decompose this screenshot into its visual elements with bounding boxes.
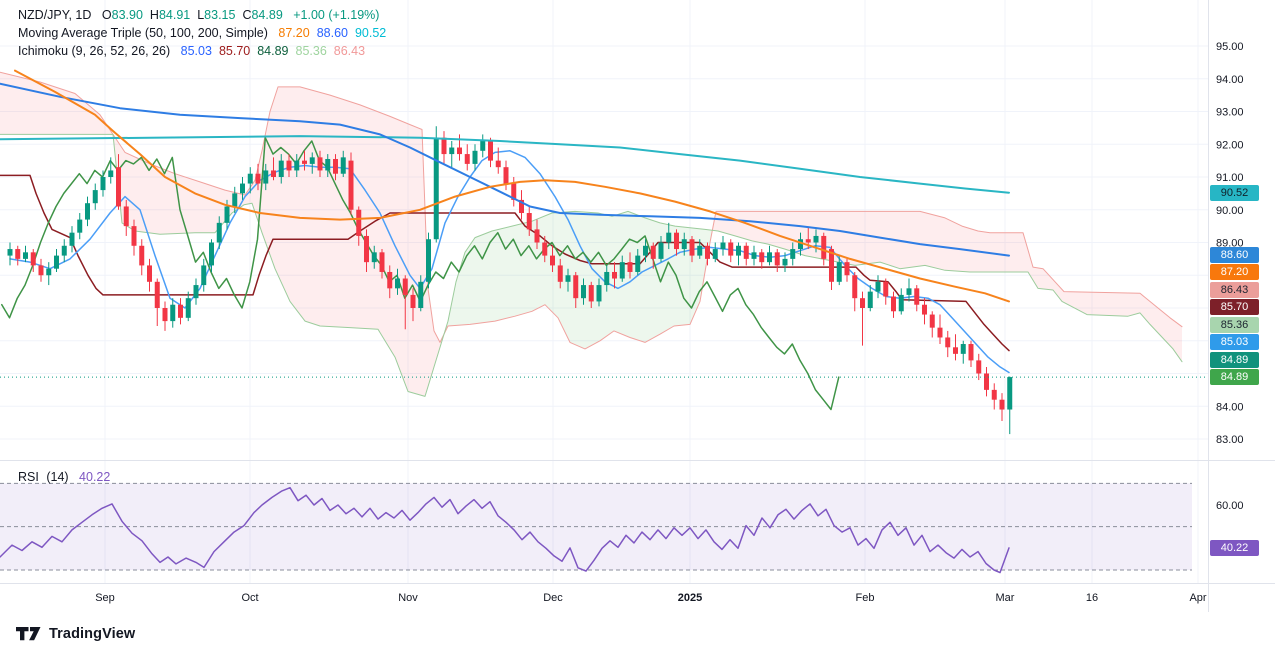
candlesticks [7, 126, 1013, 435]
ichimoku-tenkan [9, 150, 1010, 374]
ichimoku-values-2: 84.89 [257, 44, 289, 58]
ohlc-C: C84.89 [242, 8, 283, 22]
price-tick-95.00: 95.00 [1216, 41, 1244, 53]
pane-separators[interactable] [0, 0, 1275, 612]
ohlc-H: H84.91 [149, 8, 191, 22]
rsi-title: RSI [18, 470, 39, 484]
time-label-Apr: Apr [1189, 592, 1206, 604]
ichimoku-kijun [0, 174, 1010, 352]
ohlc-values: O83.90 H84.91 L83.15 C84.89 [95, 8, 283, 22]
price-label-ma-50: 87.20 [1210, 264, 1259, 281]
change-value: +1.00 (+1.19%) [293, 8, 380, 22]
price-label-current-price: 84.89 [1210, 369, 1259, 386]
price-pane[interactable] [0, 69, 1208, 435]
ichimoku-title: Ichimoku (9, 26, 52, 26, 26) [18, 44, 171, 58]
legend: NZD/JPY, 1D O83.90 H84.91 L83.15 C84.89 +1.… [18, 6, 386, 60]
tradingview-logo-text: TradingView [49, 626, 136, 642]
price-tick-83.00: 83.00 [1216, 434, 1244, 446]
ma-values: 87.20 88.60 90.52 [271, 26, 386, 40]
time-axis[interactable]: Sep Oct Nov Dec 2025 Feb Mar 16 Apr [95, 592, 1207, 604]
price-tick-84.00: 84.00 [1216, 401, 1244, 413]
ma-200 [0, 135, 1010, 194]
rsi-tick-60.00: 60.00 [1216, 500, 1244, 512]
tradingview-logo-icon [16, 627, 41, 641]
price-label-ichimoku-chikou: 84.89 [1210, 351, 1259, 368]
rsi-param: (14) [46, 470, 69, 484]
price-tick-93.00: 93.00 [1216, 107, 1244, 119]
ma-values-1: 88.60 [316, 26, 348, 40]
price-label-ichimoku-senkou-a: 85.36 [1210, 316, 1259, 333]
price-label-ichimoku-senkou-b: 86.43 [1210, 281, 1259, 298]
rsi-line [0, 486, 1010, 574]
legend-ma-row[interactable]: Moving Average Triple (50, 100, 200, Sim… [18, 24, 386, 42]
time-label-16: 16 [1086, 592, 1098, 604]
time-label-Mar: Mar [996, 592, 1015, 604]
time-label-Nov: Nov [398, 592, 418, 604]
time-label-Sep: Sep [95, 592, 115, 604]
ichimoku-values-4: 86.43 [333, 44, 366, 58]
ichimoku-values-1: 85.70 [218, 44, 251, 58]
ma-title: Moving Average Triple (50, 100, 200, Sim… [18, 26, 268, 40]
ichimoku-values-0: 85.03 [180, 44, 212, 58]
price-label-ichimoku-tenkan: 85.03 [1210, 334, 1259, 351]
price-tick-94.00: 94.00 [1216, 74, 1244, 86]
ichimoku-values-3: 85.36 [295, 44, 327, 58]
price-tick-91.00: 91.00 [1216, 172, 1244, 184]
rsi-label-current: 40.22 [1210, 539, 1259, 556]
price-label-ichimoku-kijun: 85.70 [1210, 299, 1259, 316]
price-tick-90.00: 90.00 [1216, 205, 1244, 217]
rsi-value: 40.22 [79, 470, 111, 484]
ma-values-0: 87.20 [278, 26, 310, 40]
ohlc-O: O83.90 [101, 8, 143, 22]
time-label-Dec: Dec [543, 592, 563, 604]
ichimoku-values: 85.03 85.70 84.89 85.36 86.43 [174, 44, 365, 58]
ma-100 [0, 82, 1010, 257]
ichimoku-senkou-b [0, 71, 1183, 350]
price-label-ma-100: 88.60 [1210, 246, 1259, 263]
symbol-title: NZD/JPY, 1D [18, 8, 92, 22]
legend-rsi-row[interactable]: RSI (14) 40.22 [18, 468, 110, 486]
legend-symbol-row[interactable]: NZD/JPY, 1D O83.90 H84.91 L83.15 C84.89 +1.… [18, 6, 386, 24]
ichimoku-senkou-a [0, 133, 1183, 397]
legend-ichimoku-row[interactable]: Ichimoku (9, 26, 52, 26, 26) 85.03 85.70 8… [18, 42, 386, 60]
price-label-ma-200: 90.52 [1210, 184, 1259, 201]
ma-50 [14, 69, 1010, 303]
price-tick-89.00: 89.00 [1216, 238, 1244, 250]
tradingview-logo[interactable]: TradingView [16, 623, 135, 645]
time-label-Feb: Feb [856, 592, 875, 604]
price-tick-92.00: 92.00 [1216, 139, 1244, 151]
time-label-2025: 2025 [678, 592, 702, 604]
ohlc-L: L83.15 [197, 8, 236, 22]
rsi-pane[interactable] [0, 482, 1192, 574]
ma-values-2: 90.52 [354, 26, 387, 40]
time-label-Oct: Oct [241, 592, 258, 604]
